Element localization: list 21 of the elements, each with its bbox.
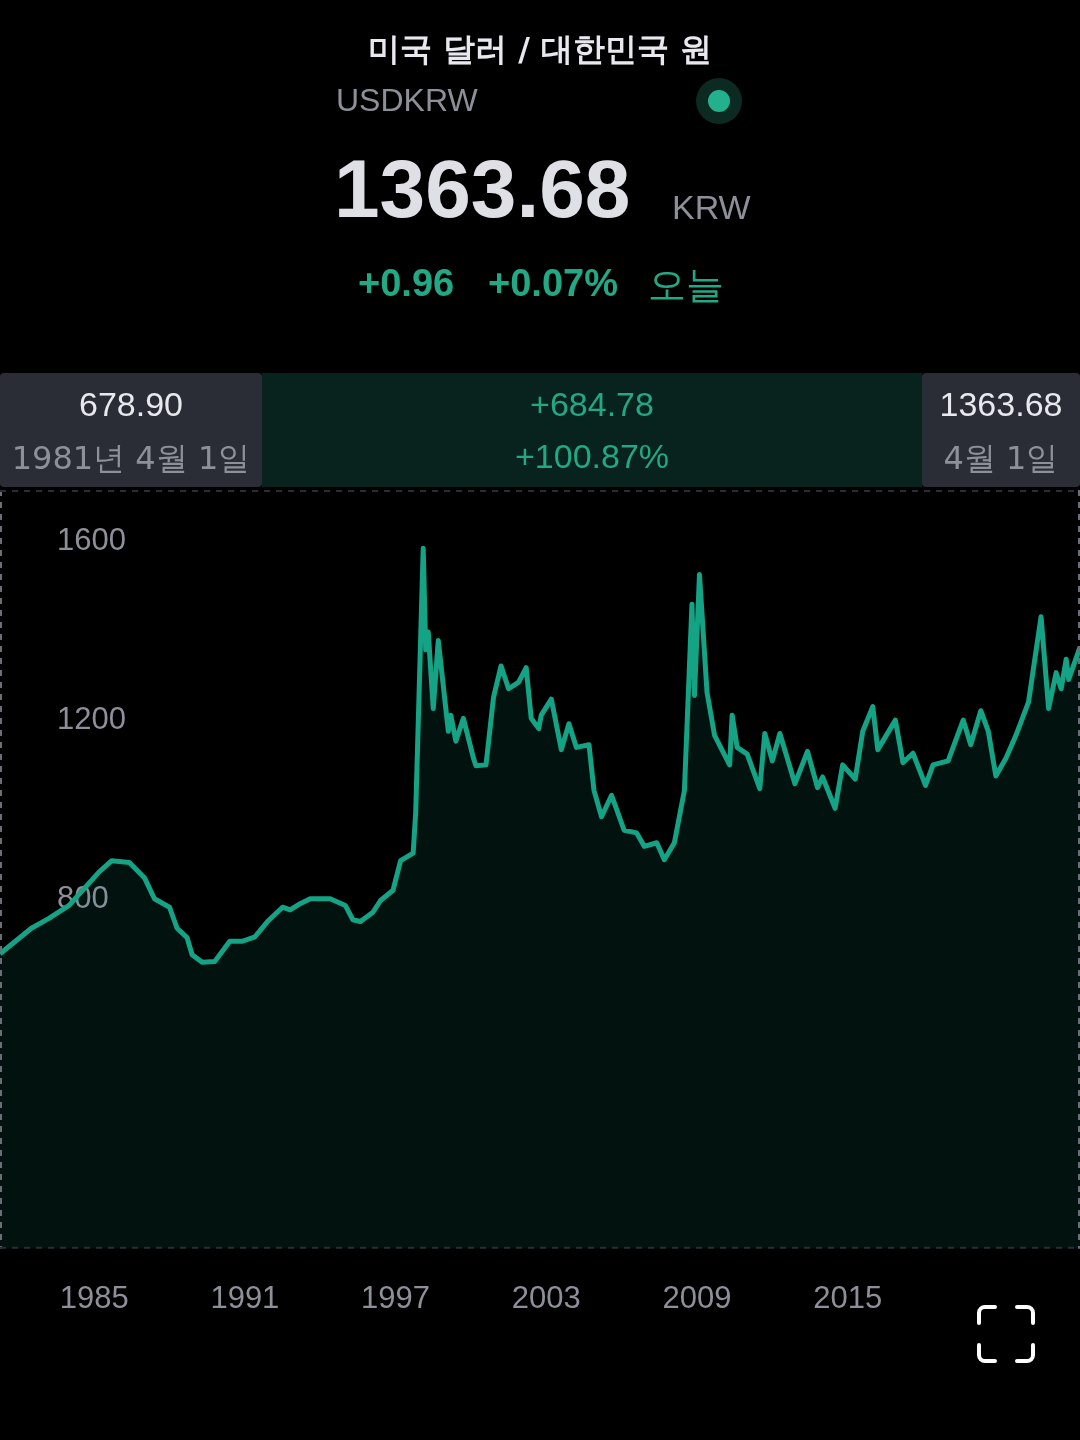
x-tick-label: 2003 xyxy=(511,1279,581,1315)
text: KRW xyxy=(672,188,751,227)
text: +684.78 xyxy=(529,385,655,424)
text: +0.96 xyxy=(358,262,455,305)
chart-subtitle: USDKRW xyxy=(336,82,478,119)
text: 1981년 4월 1일 xyxy=(10,438,252,479)
y-tick-label: 1200 xyxy=(57,701,126,737)
x-tick-label: 1997 xyxy=(361,1279,431,1315)
x-tick-label: 2009 xyxy=(662,1279,732,1315)
text: 1363.68 xyxy=(334,142,631,236)
x-tick-label: 1991 xyxy=(210,1279,280,1315)
y-tick-label: 1600 xyxy=(57,522,126,558)
x-tick-label: 2015 xyxy=(813,1279,883,1315)
x-tick-label: 1985 xyxy=(59,1279,129,1315)
text: 1363.68 xyxy=(938,385,1064,424)
text: 오늘 xyxy=(648,262,724,309)
text: +0.07% xyxy=(488,262,618,305)
chart-title: 미국 달러 / 대한민국 원 xyxy=(366,29,714,70)
text: 4월 1일 xyxy=(942,438,1060,479)
text: 678.90 xyxy=(78,385,184,424)
text: +100.87% xyxy=(513,437,671,476)
